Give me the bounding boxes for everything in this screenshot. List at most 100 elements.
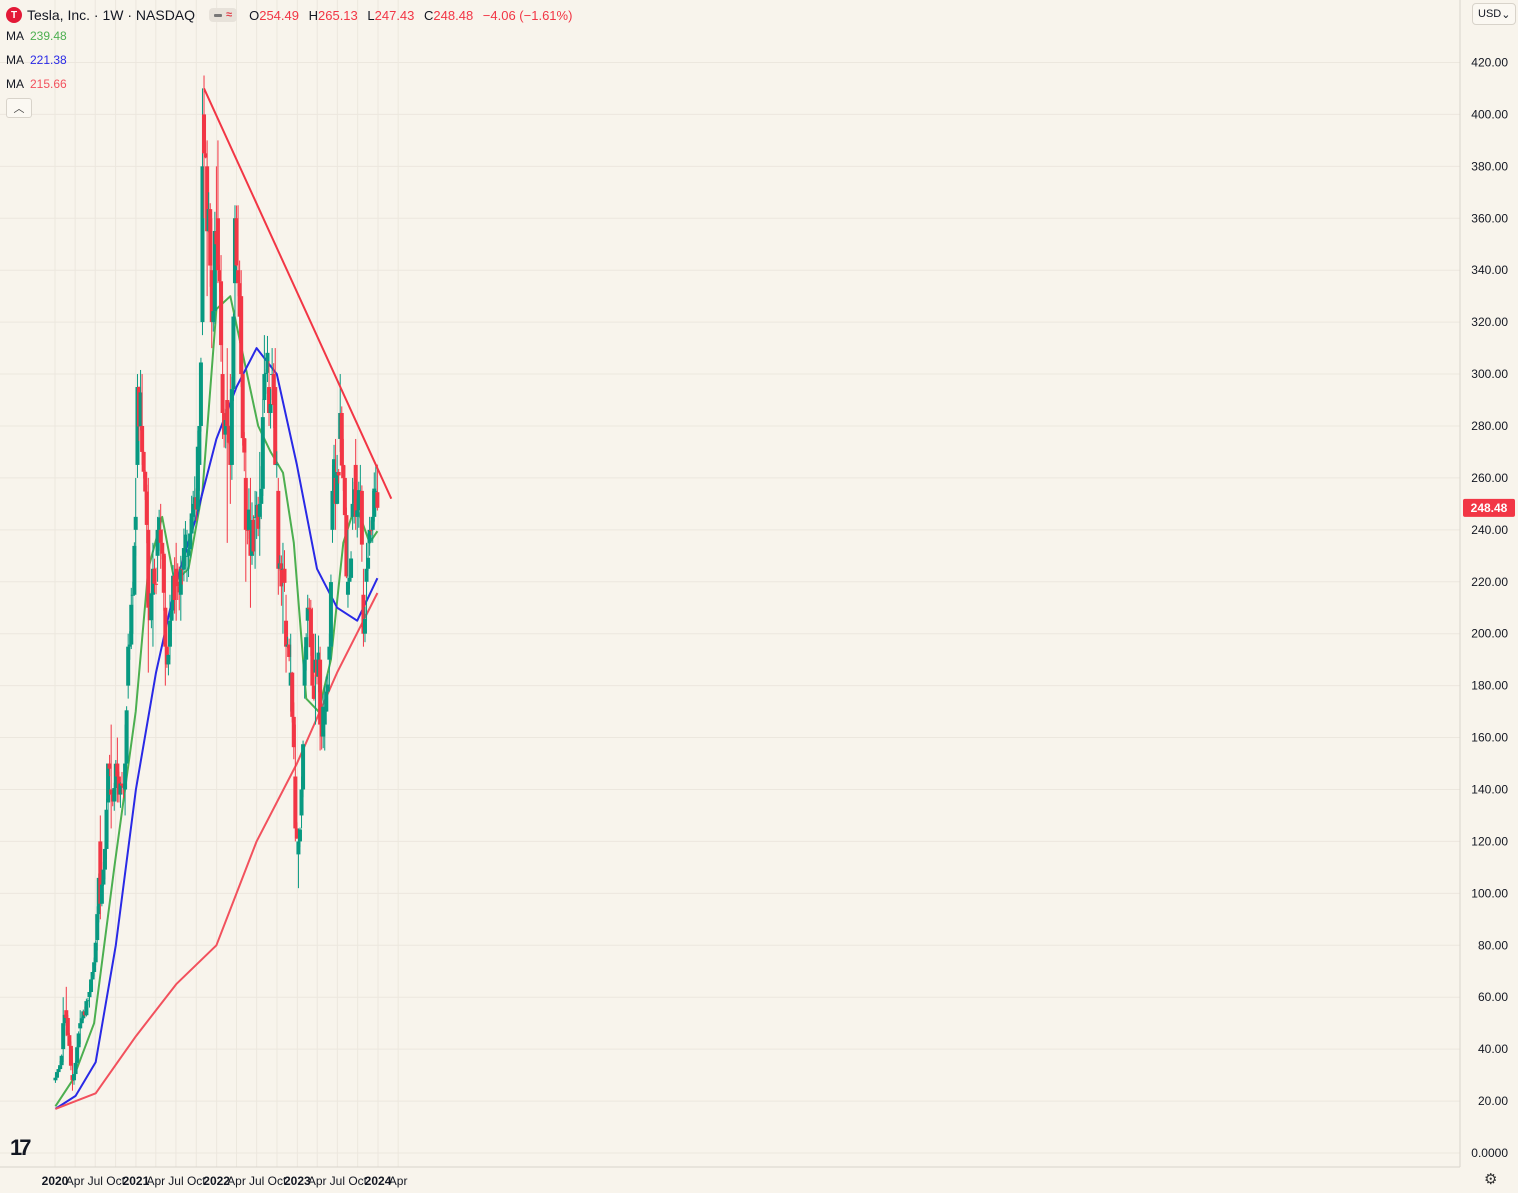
candle-up[interactable] xyxy=(78,1023,83,1029)
candle-up[interactable] xyxy=(268,404,273,413)
candle-up[interactable] xyxy=(133,516,138,530)
candle-down[interactable] xyxy=(146,529,151,608)
symbol-title[interactable]: Tesla, Inc. · 1W · NASDAQ xyxy=(27,7,196,23)
candle-up[interactable] xyxy=(231,316,236,390)
candle-up[interactable] xyxy=(157,517,162,530)
candle-down[interactable] xyxy=(375,492,380,508)
candle-up[interactable] xyxy=(325,684,330,692)
candle-up[interactable] xyxy=(89,979,94,993)
candle-up[interactable] xyxy=(126,646,131,686)
candle-up[interactable] xyxy=(229,389,234,465)
candle-down[interactable] xyxy=(219,281,224,346)
candle-up[interactable] xyxy=(106,763,111,803)
candle-up[interactable] xyxy=(328,582,333,647)
candle-down[interactable] xyxy=(293,776,298,829)
candle-up[interactable] xyxy=(223,420,228,435)
candle-down[interactable] xyxy=(115,763,120,777)
candlesticks[interactable] xyxy=(53,75,380,1091)
candle-down[interactable] xyxy=(359,490,364,545)
candle-down[interactable] xyxy=(98,841,103,904)
candle-down[interactable] xyxy=(172,575,177,600)
candle-down[interactable] xyxy=(64,1010,69,1018)
ma-legend-row[interactable]: MA 239.48 xyxy=(6,24,578,48)
candle-up[interactable] xyxy=(62,1014,67,1024)
candle-down[interactable] xyxy=(287,644,292,657)
candle-up[interactable] xyxy=(211,311,216,323)
candle-up[interactable] xyxy=(324,691,329,712)
candle-up[interactable] xyxy=(246,509,251,531)
candle-up[interactable] xyxy=(260,417,265,489)
candle-up[interactable] xyxy=(75,1047,80,1063)
candle-up[interactable] xyxy=(79,1018,84,1024)
candle-down[interactable] xyxy=(282,568,287,583)
candle-up[interactable] xyxy=(183,534,188,549)
candle-down[interactable] xyxy=(242,438,247,453)
candle-up[interactable] xyxy=(345,581,350,595)
candle-up[interactable] xyxy=(372,488,377,517)
candle-up[interactable] xyxy=(191,503,196,517)
candle-up[interactable] xyxy=(195,446,200,510)
candle-down[interactable] xyxy=(202,114,207,154)
candle-up[interactable] xyxy=(362,618,367,634)
candle-up[interactable] xyxy=(166,655,171,665)
candle-down[interactable] xyxy=(344,515,349,577)
candle-down[interactable] xyxy=(158,529,163,543)
candle-up[interactable] xyxy=(302,659,307,686)
candle-down[interactable] xyxy=(140,425,145,452)
candle-down[interactable] xyxy=(336,472,341,476)
candle-up[interactable] xyxy=(296,841,301,855)
candle-down[interactable] xyxy=(245,529,250,531)
trendline[interactable] xyxy=(203,88,393,500)
candle-up[interactable] xyxy=(85,1000,90,1002)
candle-down[interactable] xyxy=(119,783,124,786)
candle-up[interactable] xyxy=(253,516,258,518)
candle-up[interactable] xyxy=(155,529,160,556)
candle-up[interactable] xyxy=(102,848,107,870)
candle-up[interactable] xyxy=(123,763,128,790)
candle-up[interactable] xyxy=(297,829,302,842)
candle-up[interactable] xyxy=(274,464,279,466)
candle-up[interactable] xyxy=(129,604,134,645)
candle-down[interactable] xyxy=(226,425,231,443)
collapse-legend-button[interactable]: ︿ xyxy=(6,98,32,118)
candle-down[interactable] xyxy=(220,374,225,413)
candle-down[interactable] xyxy=(163,607,168,647)
candle-up[interactable] xyxy=(257,503,262,517)
candle-down[interactable] xyxy=(276,490,281,569)
candle-up[interactable] xyxy=(332,459,337,491)
candle-up[interactable] xyxy=(367,529,372,543)
candle-down[interactable] xyxy=(284,620,289,647)
candle-down[interactable] xyxy=(236,270,241,284)
tradingview-logo-icon[interactable]: 17 xyxy=(10,1135,32,1160)
candle-up[interactable] xyxy=(118,783,123,795)
candle-up[interactable] xyxy=(76,1033,81,1048)
candle-up[interactable] xyxy=(104,809,109,849)
ma-line[interactable] xyxy=(54,347,379,1110)
candle-down[interactable] xyxy=(152,568,157,584)
candle-up[interactable] xyxy=(350,503,355,517)
ma-legend-row[interactable]: MA 215.66 xyxy=(6,72,578,96)
ma-line[interactable] xyxy=(54,295,379,1107)
candle-down[interactable] xyxy=(267,387,272,413)
candle-up[interactable] xyxy=(167,620,172,647)
candle-down[interactable] xyxy=(339,412,344,466)
candle-up[interactable] xyxy=(61,1023,66,1050)
candle-up[interactable] xyxy=(347,577,352,582)
candle-up[interactable] xyxy=(262,374,267,401)
candle-up[interactable] xyxy=(349,558,354,578)
candle-down[interactable] xyxy=(243,477,248,530)
candle-up[interactable] xyxy=(112,788,117,802)
candle-down[interactable] xyxy=(307,607,312,610)
candle-down[interactable] xyxy=(144,491,149,525)
price-axis[interactable]: 420.00 400.00 380.00 360.00 340.00 320.00 300.… xyxy=(1459,0,1508,1167)
candle-up[interactable] xyxy=(124,710,129,764)
candle-up[interactable] xyxy=(54,1072,59,1078)
candle-down[interactable] xyxy=(141,451,146,472)
candle-up[interactable] xyxy=(56,1069,61,1073)
candle-down[interactable] xyxy=(203,153,208,158)
candle-up[interactable] xyxy=(364,568,369,582)
candle-up[interactable] xyxy=(212,231,217,312)
candle-up[interactable] xyxy=(330,490,335,530)
candle-up[interactable] xyxy=(149,593,154,621)
